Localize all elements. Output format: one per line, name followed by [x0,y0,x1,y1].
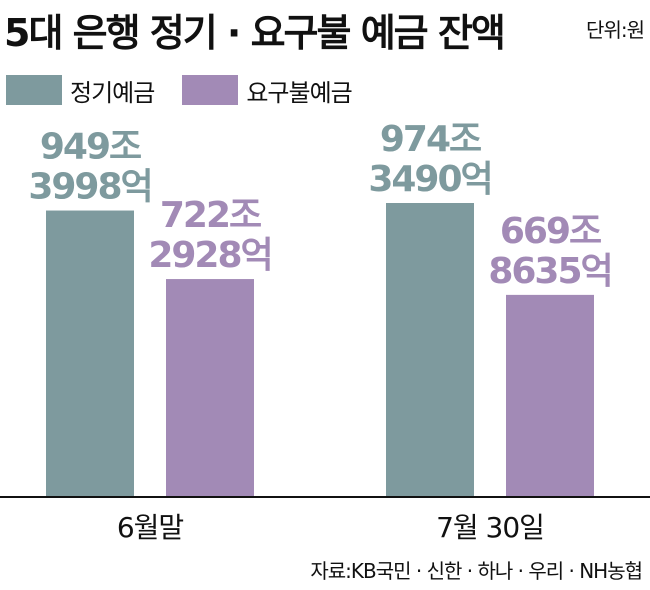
data-label: 669조 [500,211,601,252]
data-label: 8635억 [488,251,611,292]
bar-demand-deposit-0 [166,279,254,497]
data-label: 974조 [380,119,481,160]
source-note: 자료:KB국민 · 신한 · 하나 · 우리 · NH농협 [310,559,643,583]
chart-title: 5대 은행 정기 · 요구불 예금 잔액 [4,11,506,55]
unit-label: 단위:원 [586,18,645,42]
data-label: 949조 [40,127,141,168]
bar-time-deposit-1 [386,203,474,497]
legend-label-demand-deposit: 요구불예금 [246,78,352,107]
bar-demand-deposit-1 [506,294,594,497]
legend: 정기예금 요구불예금 [6,72,380,108]
legend-item-demand-deposit: 요구불예금 [182,73,353,108]
data-label: 722조 [160,195,261,236]
x-tick-label: 7월 30일 [436,511,544,544]
legend-item-time-deposit: 정기예금 [6,73,155,108]
legend-label-time-deposit: 정기예금 [70,78,155,107]
x-tick-label: 6월말 [117,511,184,544]
data-label: 2928억 [148,235,271,276]
bar-time-deposit-0 [46,210,134,497]
data-label: 3998억 [28,167,151,208]
legend-swatch-demand-deposit [182,75,239,105]
legend-swatch-time-deposit [6,75,62,105]
data-label: 3490억 [368,159,491,200]
